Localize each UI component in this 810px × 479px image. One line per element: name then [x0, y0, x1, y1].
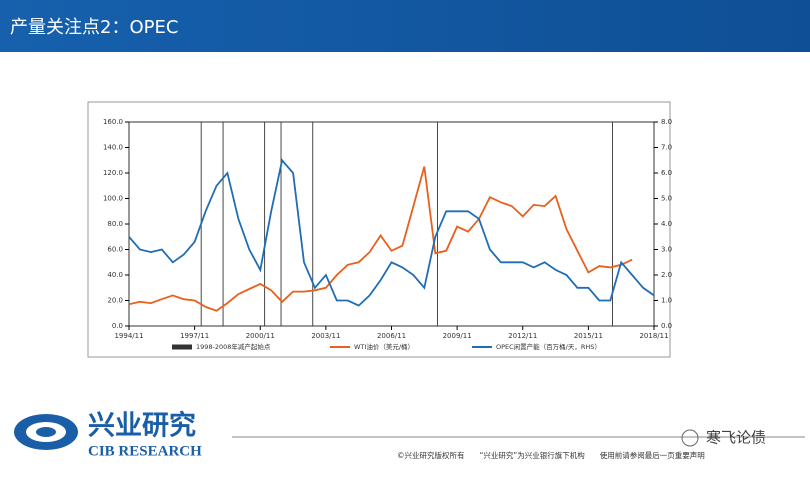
- x-tick-label: 2000/11: [246, 332, 275, 340]
- logo-text: 兴业研究: [88, 410, 196, 442]
- y-tick-label: 140.0: [103, 144, 123, 152]
- y2-tick-label: 1.0: [661, 297, 672, 305]
- x-tick-label: 2009/11: [443, 332, 472, 340]
- x-tick-label: 2018/11: [639, 332, 668, 340]
- series-line: [128, 158, 655, 307]
- y-tick-label: 100.0: [103, 195, 123, 203]
- wechat-icon: [681, 429, 699, 447]
- y-tick-label: 20.0: [107, 297, 123, 305]
- y2-tick-label: 6.0: [661, 169, 672, 177]
- x-tick-label: 1994/11: [114, 332, 143, 340]
- x-tick-label: 1997/11: [180, 332, 209, 340]
- header-bar: [0, 0, 810, 52]
- y-tick-label: 40.0: [107, 271, 123, 279]
- y-tick-label: 0.0: [112, 322, 123, 330]
- y2-tick-label: 2.0: [661, 271, 672, 279]
- y-tick-label: 80.0: [107, 220, 123, 228]
- x-tick-label: 2006/11: [377, 332, 406, 340]
- y-tick-label: 60.0: [107, 246, 123, 254]
- y2-tick-label: 7.0: [661, 144, 672, 152]
- y2-tick-label: 4.0: [661, 220, 672, 228]
- y2-tick-label: 8.0: [661, 118, 672, 126]
- x-tick-label: 2015/11: [574, 332, 603, 340]
- y-tick-label: 120.0: [103, 169, 123, 177]
- wechat-name: 寒飞论债: [706, 429, 766, 447]
- legend-label: OPEC闲置产能（百万桶/天，RHS）: [496, 342, 601, 351]
- footer-notice: ©兴业研究版权所有 “兴业研究”为兴业银行旗下机构 使用前请参阅最后一页重要声明: [397, 450, 705, 460]
- logo-en: CIB RESEARCH: [88, 443, 202, 459]
- x-tick-label: 2003/11: [311, 332, 340, 340]
- x-tick-label: 2012/11: [508, 332, 537, 340]
- logo: 兴业研究 CIB RESEARCH: [14, 410, 202, 459]
- slide-title: 产量关注点2：OPEC: [10, 17, 178, 38]
- series-line: [128, 166, 633, 312]
- legend-label: 1998-2008年减产起始点: [196, 342, 271, 351]
- legend-label: WTI油价（美元/桶）: [354, 342, 414, 351]
- chart-frame: [87, 101, 671, 358]
- chart: 0.0 20.0 40.0 60.0 80.0 100.0 120.0 140.0 160.0 0…: [103, 118, 672, 351]
- y2-tick-label: 3.0: [661, 246, 672, 254]
- y2-tick-label: 5.0: [661, 195, 672, 203]
- y2-tick-label: 0.0: [661, 322, 672, 330]
- y-tick-label: 160.0: [103, 118, 123, 126]
